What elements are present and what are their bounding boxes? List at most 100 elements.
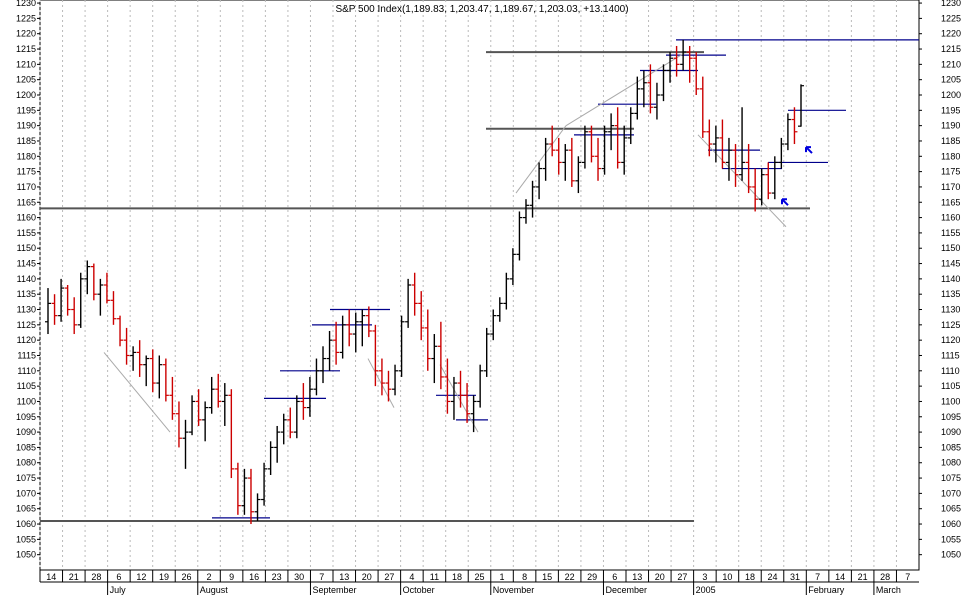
y-tick-label-left: 1175: [17, 167, 36, 177]
y-axis-left: 1050 1055 1060 1065 1070 1075 1080 1085 1090 1095…: [16, 0, 40, 560]
y-tick-label-left: 1050: [16, 550, 36, 560]
ohlc-bar: [470, 395, 477, 433]
ohlc-bar: [712, 125, 719, 163]
ohlc-bar: [346, 309, 353, 347]
y-tick-label-left: 1210: [16, 59, 36, 69]
y-tick-label-right: 1075: [941, 473, 961, 483]
y-tick-label-right: 1170: [941, 182, 960, 192]
y-tick-label-left: 1160: [17, 213, 36, 223]
ohlc-bar: [464, 383, 471, 423]
ohlc-bar: [241, 468, 248, 515]
ohlc-bar: [667, 52, 674, 83]
month-label: October: [403, 585, 435, 595]
x-tick-label: 31: [790, 572, 800, 582]
y-tick-label-right: 1140: [941, 274, 960, 284]
ohlc-bar: [418, 291, 425, 341]
x-tick-label: 30: [294, 572, 304, 582]
x-tick-label: 20: [655, 572, 665, 582]
ohlc-bar: [562, 144, 569, 181]
x-tick-label: 20: [362, 572, 372, 582]
x-tick-label: 7: [815, 572, 820, 582]
ohlc-bar: [653, 82, 660, 120]
ohlc-bar: [84, 260, 91, 295]
y-tick-label-left: 1145: [17, 259, 36, 269]
y-tick-label-left: 1230: [16, 0, 36, 8]
ohlc-bar: [189, 395, 196, 436]
ohlc-bar: [221, 383, 228, 426]
ohlc-bar: [228, 389, 235, 479]
x-tick-label: 18: [745, 572, 755, 582]
ohlc-bar: [162, 358, 169, 402]
ohlc-bar: [215, 373, 222, 408]
y-tick-label-right: 1050: [941, 550, 961, 560]
ohlc-bar: [103, 272, 110, 304]
ohlc-bar: [352, 312, 359, 353]
ohlc-bar: [398, 315, 405, 377]
ohlc-bar: [608, 113, 615, 151]
y-tick-label-left: 1170: [17, 182, 36, 192]
y-tick-label-right: 1160: [941, 213, 960, 223]
x-tick-label: 6: [116, 572, 121, 582]
ohlc-bar: [385, 370, 392, 402]
x-tick-label: 13: [339, 572, 349, 582]
x-tick-label: 27: [384, 572, 394, 582]
chart-title: S&P 500 Index(1,189.83, 1,203.47, 1,189.…: [335, 4, 628, 15]
ohlc-bar: [254, 493, 261, 521]
y-tick-label-left: 1205: [16, 75, 36, 85]
y-tick-label-right: 1205: [941, 75, 961, 85]
month-label: December: [605, 585, 647, 595]
y-tick-label-right: 1225: [941, 13, 961, 23]
ohlc-bar: [568, 137, 575, 187]
ohlc-bar: [195, 389, 202, 426]
x-tick-label: 16: [249, 572, 259, 582]
x-tick-label: 22: [565, 572, 575, 582]
ohlc-bar: [699, 76, 706, 138]
y-tick-label-left: 1195: [17, 105, 36, 115]
x-tick-label: 12: [136, 572, 146, 582]
ohlc-bar: [778, 137, 785, 169]
y-tick-label-right: 1185: [941, 136, 960, 146]
month-label: February: [808, 585, 845, 595]
y-tick-label-right: 1070: [941, 488, 961, 498]
x-tick-label: 7: [319, 572, 324, 582]
x-tick-label: 27: [677, 572, 687, 582]
ohlc-bar: [640, 70, 647, 108]
y-tick-label-right: 1115: [941, 350, 960, 360]
x-tick-label: 7: [905, 572, 910, 582]
y-tick-label-right: 1125: [941, 320, 960, 330]
ohlc-bar: [130, 346, 137, 371]
x-tick-label: 19: [159, 572, 169, 582]
ohlc-bar: [280, 413, 287, 445]
y-tick-label-left: 1110: [17, 366, 36, 376]
y-tick-label-right: 1210: [941, 59, 961, 69]
y-tick-label-right: 1110: [941, 366, 960, 376]
ohlc-bar: [581, 125, 588, 169]
y-tick-label-left: 1140: [17, 274, 36, 284]
ohlc-bar: [313, 358, 320, 396]
ohlc-bar: [680, 39, 687, 71]
y-tick-label-right: 1175: [941, 167, 960, 177]
trend-line: [565, 51, 687, 127]
ohlc-bar: [771, 156, 778, 200]
ohlc-bar: [300, 383, 307, 420]
ohlc-bar: [320, 346, 327, 384]
y-tick-label-right: 1150: [941, 243, 960, 253]
y-tick-label-left: 1065: [16, 504, 36, 514]
arrow-icon: [781, 198, 789, 206]
trend-line: [103, 352, 171, 433]
ohlc-bar: [123, 327, 130, 365]
vertical-grid: [39, 0, 897, 570]
trend-line: [439, 364, 479, 433]
y-tick-label-left: 1080: [16, 458, 36, 468]
y-tick-label-right: 1220: [941, 29, 961, 39]
ohlc-bar: [725, 137, 732, 181]
ohlc-bar: [601, 125, 608, 175]
y-tick-label-left: 1070: [16, 488, 36, 498]
y-tick-label-right: 1085: [941, 442, 961, 452]
plot-border: [39, 0, 920, 571]
y-tick-label-left: 1060: [16, 519, 36, 529]
month-label: 2005: [696, 585, 716, 595]
ohlc-bar: [798, 84, 804, 127]
y-tick-label-left: 1135: [17, 289, 36, 299]
x-tick-label: 15: [542, 572, 552, 582]
